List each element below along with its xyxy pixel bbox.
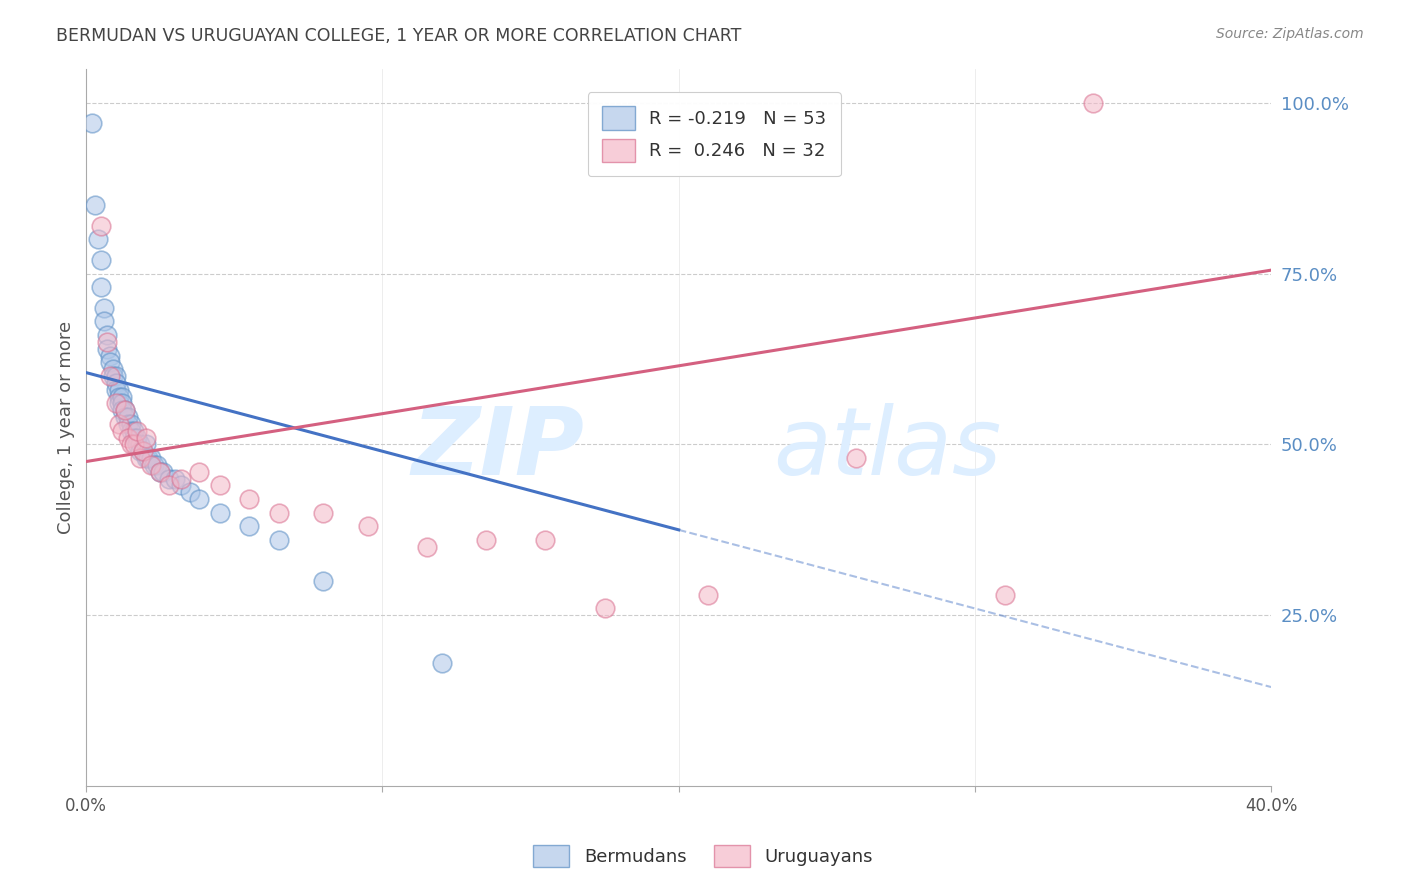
Point [152,465,174,479]
Point [149,465,172,479]
Point [90,280,112,294]
Point [82,116,104,130]
Point [267,506,290,520]
Point [128,437,150,451]
Point [141,458,163,472]
Point [138,451,160,466]
Point [1083,95,1105,110]
Point [104,376,127,390]
Point [170,478,193,492]
Point [475,533,498,547]
Point [96,328,118,343]
Point [108,390,131,404]
Text: Source: ZipAtlas.com: Source: ZipAtlas.com [1216,27,1364,41]
Point [157,472,180,486]
Point [122,437,145,451]
Point [125,431,148,445]
Point [312,574,335,588]
Point [135,437,157,451]
Point [122,431,145,445]
Point [122,424,145,438]
Point [93,301,115,315]
Point [117,431,139,445]
Point [170,472,193,486]
Point [108,396,131,410]
Point [357,519,380,533]
Point [157,478,180,492]
Point [125,424,148,438]
Point [104,396,127,410]
Point [98,355,121,369]
Point [697,588,720,602]
Text: ZIP: ZIP [411,403,583,495]
Point [108,383,131,397]
Point [208,506,231,520]
Point [187,465,209,479]
Point [117,410,139,425]
Point [101,362,124,376]
Legend: R = -0.219   N = 53, R =  0.246   N = 32: R = -0.219 N = 53, R = 0.246 N = 32 [588,92,841,177]
Point [84,198,107,212]
Text: atlas: atlas [773,403,1001,494]
Point [120,437,142,451]
Point [128,444,150,458]
Point [111,403,134,417]
Legend: Bermudans, Uruguayans: Bermudans, Uruguayans [526,838,880,874]
Point [534,533,557,547]
Point [208,478,231,492]
Point [146,458,169,472]
Point [90,219,112,233]
Point [104,369,127,384]
Point [131,444,153,458]
Point [98,369,121,384]
Point [312,506,335,520]
Point [593,601,616,615]
Text: BERMUDAN VS URUGUAYAN COLLEGE, 1 YEAR OR MORE CORRELATION CHART: BERMUDAN VS URUGUAYAN COLLEGE, 1 YEAR OR… [56,27,741,45]
Point [993,588,1015,602]
Point [117,417,139,431]
Point [120,424,142,438]
Point [90,252,112,267]
Point [165,472,187,486]
Point [845,451,868,466]
Point [114,410,136,425]
Point [111,424,134,438]
Point [96,342,118,356]
Point [120,417,142,431]
Point [87,232,110,246]
Point [430,656,453,670]
Point [101,369,124,384]
Point [114,403,136,417]
Point [238,519,260,533]
Point [125,437,148,451]
Point [111,390,134,404]
Point [141,451,163,466]
Point [98,349,121,363]
Point [143,458,166,472]
Point [93,314,115,328]
Point [267,533,290,547]
Point [135,451,157,466]
Point [187,492,209,507]
Point [238,492,260,507]
Point [114,403,136,417]
Point [149,465,172,479]
Point [108,417,131,431]
Point [104,383,127,397]
Point [128,451,150,466]
Point [111,396,134,410]
Point [416,540,439,554]
Point [135,431,157,445]
Point [131,444,153,458]
Point [96,334,118,349]
Y-axis label: College, 1 year or more: College, 1 year or more [58,321,75,534]
Point [179,485,201,500]
